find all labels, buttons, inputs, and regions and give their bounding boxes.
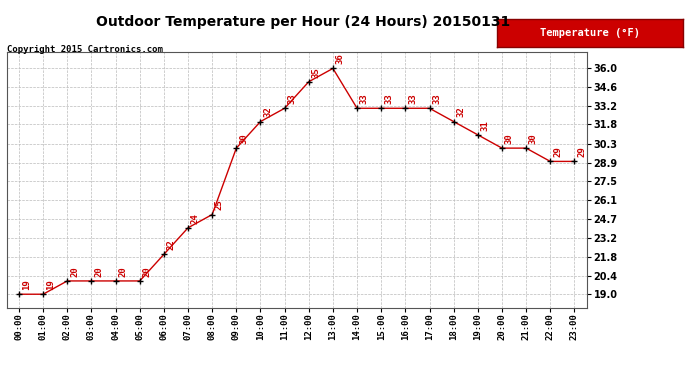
Text: Copyright 2015 Cartronics.com: Copyright 2015 Cartronics.com <box>7 45 163 54</box>
Text: 24: 24 <box>191 213 200 223</box>
Text: 33: 33 <box>408 93 417 104</box>
Text: 33: 33 <box>360 93 369 104</box>
Text: 33: 33 <box>384 93 393 104</box>
Text: 19: 19 <box>22 279 31 290</box>
Text: 20: 20 <box>95 266 103 277</box>
Text: 20: 20 <box>143 266 152 277</box>
Text: 20: 20 <box>70 266 79 277</box>
Text: Outdoor Temperature per Hour (24 Hours) 20150131: Outdoor Temperature per Hour (24 Hours) … <box>97 15 511 29</box>
Text: 32: 32 <box>264 106 273 117</box>
Text: 20: 20 <box>119 266 128 277</box>
Text: 30: 30 <box>529 133 538 144</box>
Text: 31: 31 <box>481 120 490 130</box>
Text: 30: 30 <box>239 133 248 144</box>
Text: 36: 36 <box>336 54 345 64</box>
Text: 19: 19 <box>46 279 55 290</box>
Text: 29: 29 <box>553 147 562 157</box>
Text: 30: 30 <box>505 133 514 144</box>
Text: 22: 22 <box>167 240 176 250</box>
Text: 32: 32 <box>457 106 466 117</box>
Text: 33: 33 <box>433 93 442 104</box>
Text: 35: 35 <box>312 67 321 78</box>
Text: 25: 25 <box>215 200 224 210</box>
Text: 29: 29 <box>578 147 586 157</box>
Text: 33: 33 <box>288 93 297 104</box>
Text: Temperature (°F): Temperature (°F) <box>540 28 640 38</box>
